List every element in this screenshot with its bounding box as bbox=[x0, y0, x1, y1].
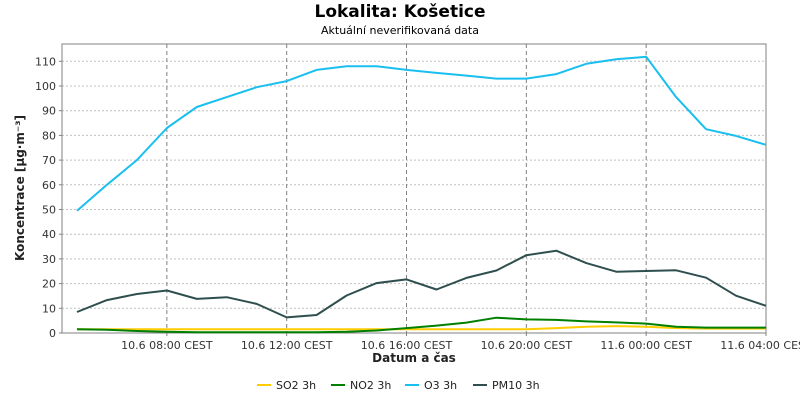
x-tick-label: 11.6 04:00 CEST bbox=[720, 339, 800, 352]
y-tick-label: 50 bbox=[42, 203, 56, 216]
series-line-pm10 bbox=[76, 249, 767, 319]
y-axis-ticks: 0 10 20 30 40 50 60 70 80 90 100 110 bbox=[35, 55, 62, 340]
x-tick-label: 10.6 20:00 CEST bbox=[481, 339, 573, 352]
legend-label: SO2 3h bbox=[276, 379, 316, 392]
x-tick-label: 10.6 16:00 CEST bbox=[361, 339, 453, 352]
chart-subtitle: Aktuální neverifikovaná data bbox=[321, 24, 479, 37]
y-tick-label: 100 bbox=[35, 80, 56, 93]
y-tick-label: 70 bbox=[42, 154, 56, 167]
x-tick-label: 10.6 08:00 CEST bbox=[121, 339, 213, 352]
legend-item: SO2 3h bbox=[257, 379, 316, 392]
legend-item: NO2 3h bbox=[331, 379, 391, 392]
y-tick-label: 0 bbox=[49, 327, 56, 340]
plot-area bbox=[61, 43, 767, 334]
y-tick-label: 30 bbox=[42, 253, 56, 266]
chart-title: Lokalita: Košetice bbox=[314, 2, 486, 22]
grid-layer bbox=[62, 44, 767, 333]
series-line-no2 bbox=[76, 316, 766, 334]
legend: SO2 3h NO2 3h O3 3h PM10 3h bbox=[257, 379, 540, 392]
y-tick-label: 40 bbox=[42, 228, 56, 241]
y-tick-label: 110 bbox=[35, 55, 56, 68]
series-layer bbox=[76, 55, 767, 334]
y-tick-label: 80 bbox=[42, 129, 56, 142]
legend-item: PM10 3h bbox=[473, 379, 540, 392]
legend-item: O3 3h bbox=[405, 379, 457, 392]
y-tick-label: 20 bbox=[42, 278, 56, 291]
y-tick-label: 90 bbox=[42, 105, 56, 118]
legend-label: PM10 3h bbox=[492, 379, 540, 392]
x-axis-ticks: 10.6 08:00 CEST 10.6 12:00 CEST 10.6 16:00… bbox=[121, 333, 800, 352]
y-axis-title: Koncentrace [µg·m⁻³] bbox=[13, 115, 27, 261]
series-line-so2 bbox=[77, 325, 766, 331]
y-tick-label: 10 bbox=[42, 302, 56, 315]
x-tick-label: 10.6 12:00 CEST bbox=[241, 339, 333, 352]
x-tick-label: 11.6 00:00 CEST bbox=[600, 339, 692, 352]
legend-label: O3 3h bbox=[424, 379, 457, 392]
y-tick-label: 60 bbox=[42, 179, 56, 192]
x-axis-title: Datum a čas bbox=[372, 351, 456, 365]
series-line-o3 bbox=[76, 55, 767, 212]
legend-label: NO2 3h bbox=[350, 379, 391, 392]
